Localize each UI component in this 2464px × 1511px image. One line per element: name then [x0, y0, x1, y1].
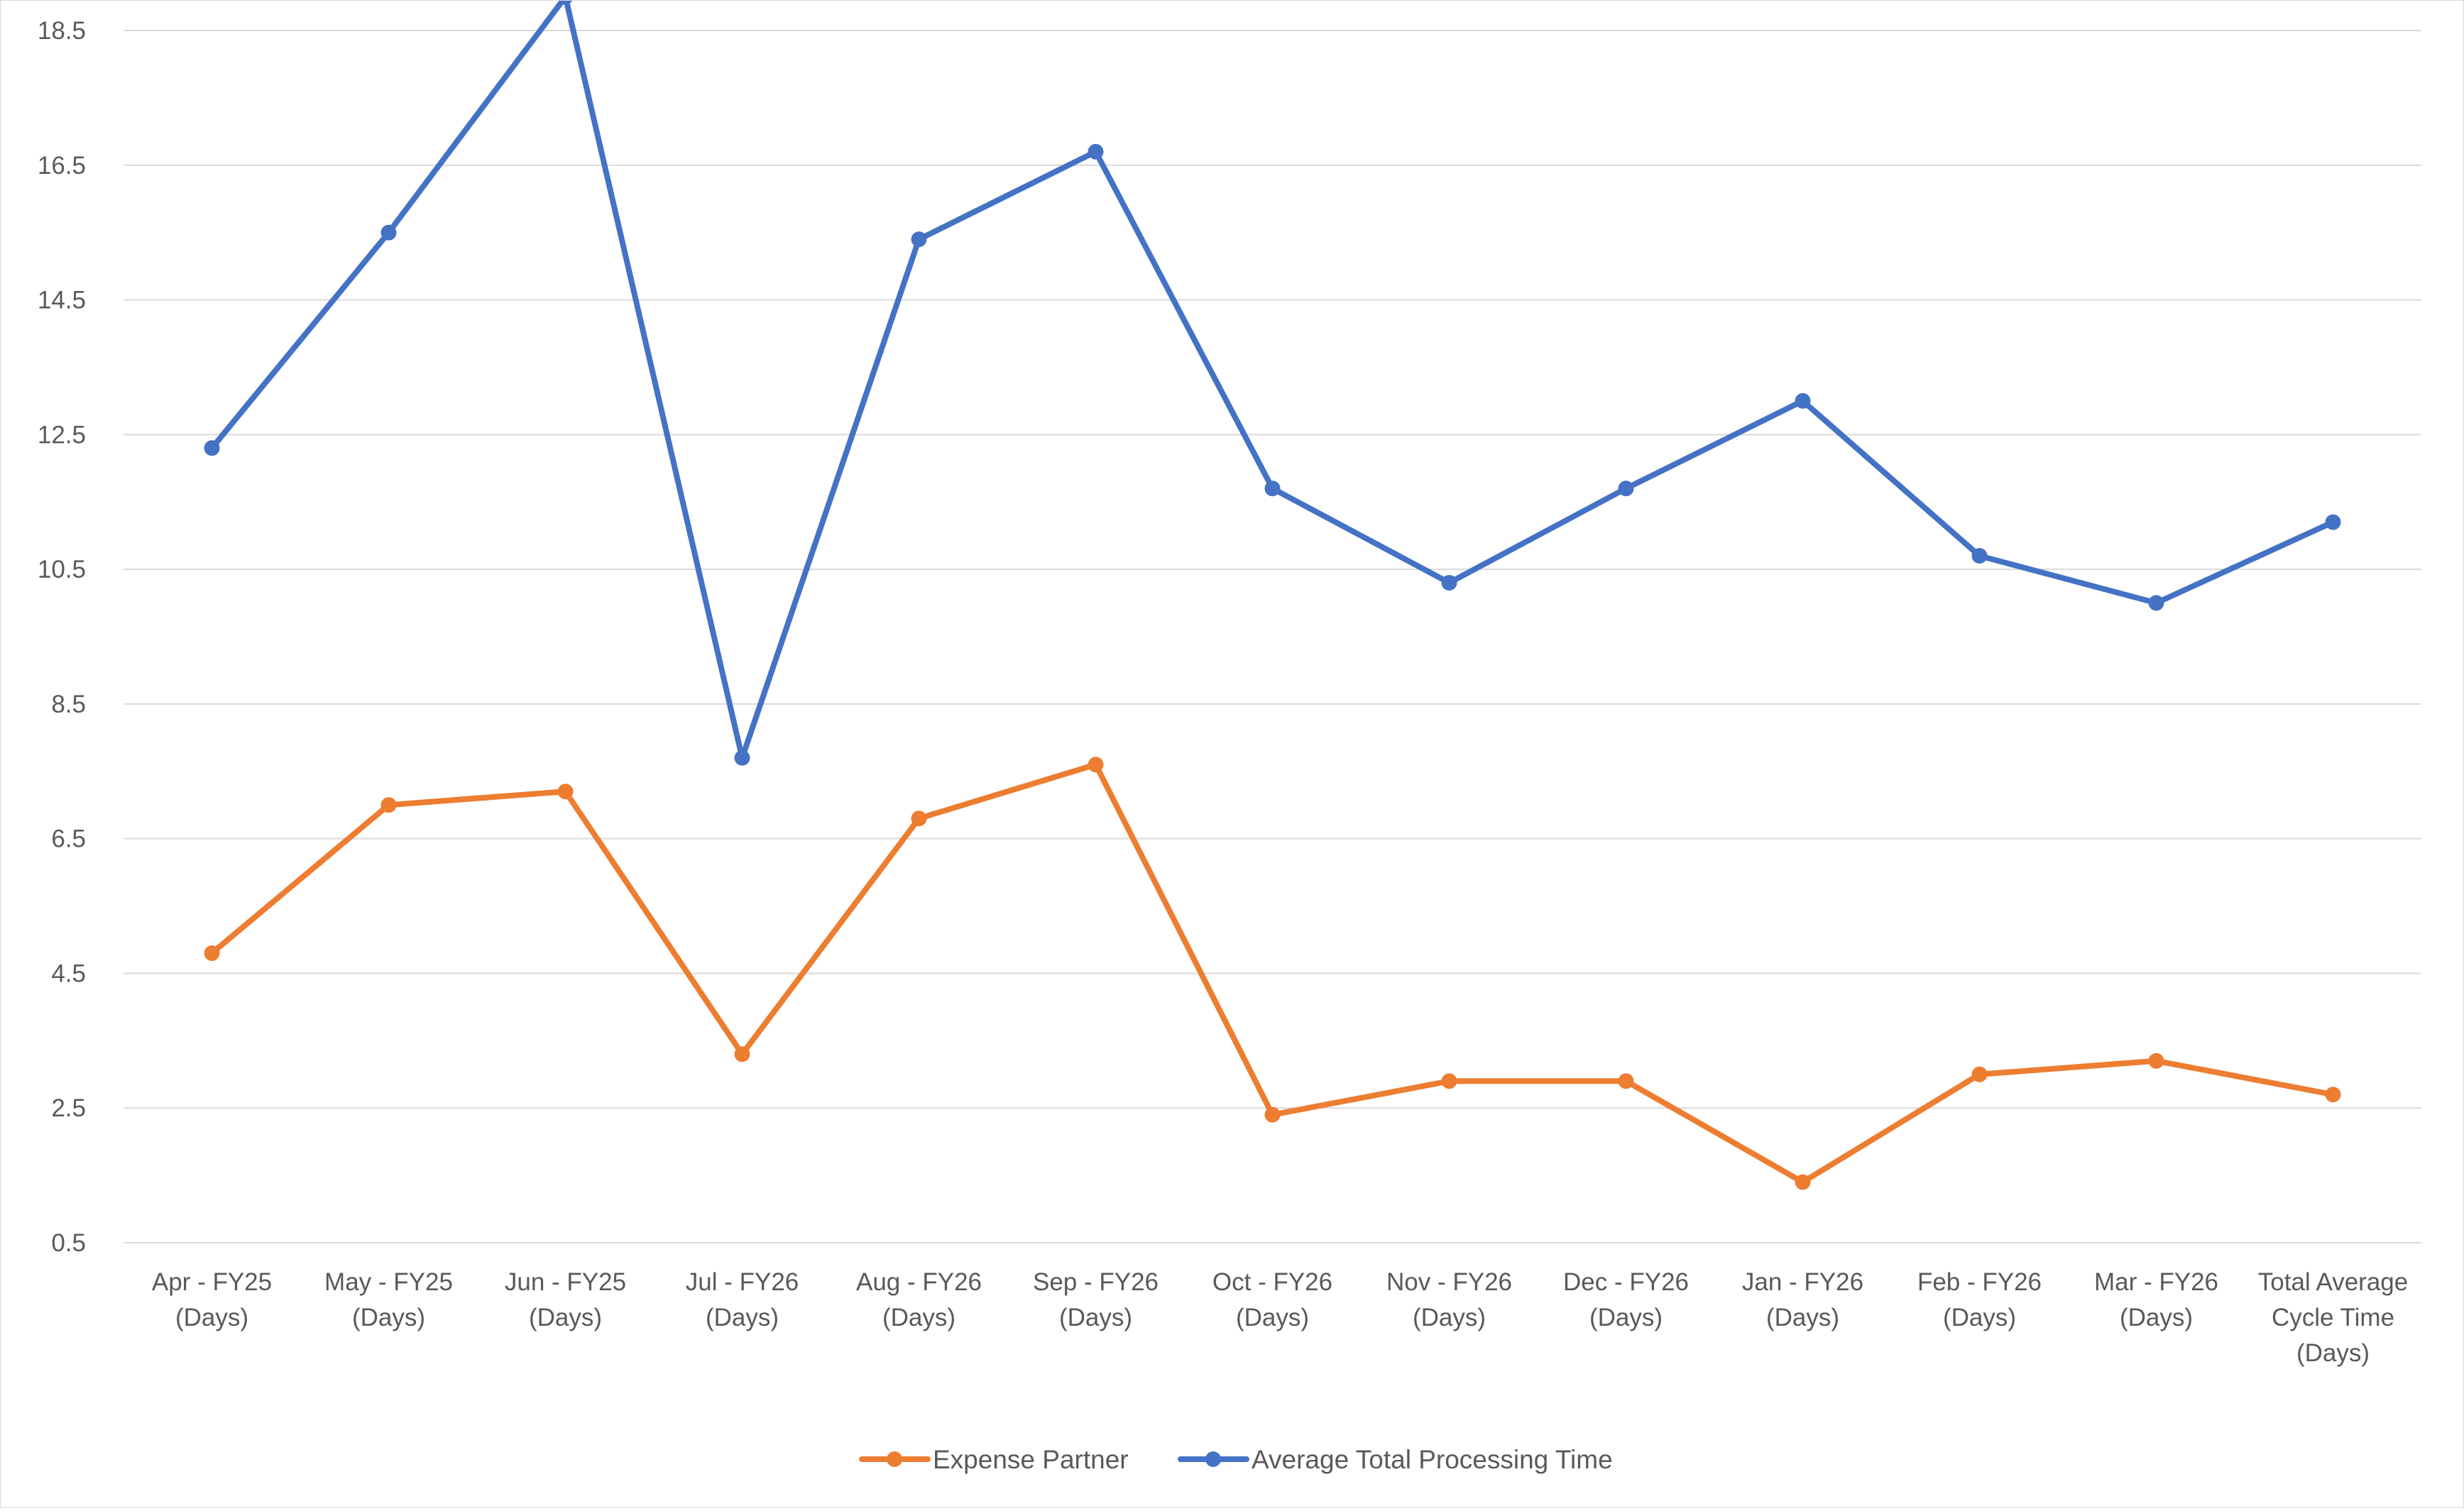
y-axis-tick-labels: 0.5 2.5 4.5 6.5 8.5 10.5 12.5 14.5 16.5 18.5 — [38, 17, 86, 1257]
x-tick-label: Oct - FY26 — [1212, 1268, 1332, 1296]
data-point — [2325, 514, 2341, 530]
x-tick-label: (Days) — [529, 1304, 602, 1331]
data-point — [1971, 548, 1988, 564]
legend-swatch-marker — [1205, 1451, 1221, 1467]
x-tick-label: Jan - FY26 — [1742, 1268, 1863, 1296]
legend-label: Average Total Processing Time — [1252, 1445, 1613, 1474]
x-tick-label: (Days) — [882, 1304, 956, 1331]
x-tick-label: May - FY25 — [324, 1268, 453, 1296]
x-tick-label: Aug - FY26 — [856, 1268, 982, 1296]
x-tick-label: Cycle Time — [2272, 1304, 2394, 1331]
data-point — [1088, 143, 1104, 160]
x-tick-label: (Days) — [1943, 1304, 2016, 1331]
x-tick-label: Apr - FY25 — [152, 1268, 272, 1296]
x-tick-label: (Days) — [1413, 1304, 1486, 1331]
data-point — [204, 440, 220, 456]
data-point — [911, 811, 927, 827]
x-tick-label: (Days) — [1766, 1304, 1839, 1331]
data-point — [557, 784, 574, 800]
x-tick-label: Total Average — [2258, 1268, 2408, 1296]
data-point — [734, 749, 750, 766]
legend: Expense Partner Average Total Processing … — [859, 1445, 1613, 1474]
data-point — [1971, 1066, 1988, 1082]
y-tick-label: 10.5 — [38, 556, 86, 583]
y-tick-label: 8.5 — [51, 691, 86, 718]
data-point — [1795, 392, 1811, 409]
data-point — [558, 0, 573, 5]
legend-label: Expense Partner — [933, 1445, 1129, 1474]
x-tick-label: (Days) — [1059, 1304, 1132, 1331]
x-tick-label: Feb - FY26 — [1917, 1268, 2042, 1296]
data-point — [380, 224, 397, 241]
data-point — [1618, 480, 1634, 497]
data-point — [204, 945, 220, 961]
x-tick-label: Sep - FY26 — [1033, 1268, 1159, 1296]
x-tick-label: Jul - FY26 — [686, 1268, 799, 1296]
x-tick-label: Dec - FY26 — [1563, 1268, 1689, 1296]
data-point — [1441, 1073, 1457, 1089]
data-point — [911, 231, 927, 248]
data-point — [1441, 575, 1457, 591]
data-point — [2148, 1053, 2164, 1069]
x-tick-label: Mar - FY26 — [2094, 1268, 2218, 1296]
x-tick-label: (Days) — [1236, 1304, 1309, 1331]
data-point — [380, 797, 397, 813]
y-tick-label: 12.5 — [38, 421, 86, 449]
y-tick-label: 6.5 — [51, 825, 86, 853]
series-line-1 — [209, 0, 2336, 761]
y-tick-label: 0.5 — [51, 1229, 86, 1257]
data-point — [1264, 480, 1281, 497]
data-point — [1618, 1073, 1634, 1089]
data-point — [2325, 1087, 2341, 1103]
gridlines — [124, 30, 2421, 1243]
data-point — [1795, 1174, 1811, 1190]
x-tick-label: Nov - FY26 — [1386, 1268, 1512, 1296]
legend-swatch-marker — [887, 1451, 902, 1467]
series-lines — [204, 0, 2341, 1190]
data-point — [1264, 1106, 1281, 1123]
x-tick-label: (Days) — [352, 1304, 425, 1331]
y-tick-label: 14.5 — [38, 287, 86, 314]
x-axis-tick-labels: Apr - FY25 (Days) May - FY25 (Days) Jun - FY… — [152, 1268, 2408, 1367]
y-tick-label: 18.5 — [38, 17, 86, 45]
data-point — [1088, 757, 1104, 773]
y-tick-label: 4.5 — [51, 960, 86, 987]
x-tick-label: (Days) — [1589, 1304, 1663, 1331]
data-point — [734, 1046, 750, 1062]
x-tick-label: (Days) — [175, 1304, 248, 1331]
y-tick-label: 16.5 — [38, 152, 86, 180]
x-tick-label: Jun - FY25 — [505, 1268, 626, 1296]
y-tick-label: 2.5 — [51, 1094, 86, 1122]
data-point — [2148, 595, 2164, 611]
x-tick-label: (Days) — [2120, 1304, 2193, 1331]
x-tick-label: (Days) — [2296, 1339, 2370, 1367]
x-tick-label: (Days) — [706, 1304, 779, 1331]
